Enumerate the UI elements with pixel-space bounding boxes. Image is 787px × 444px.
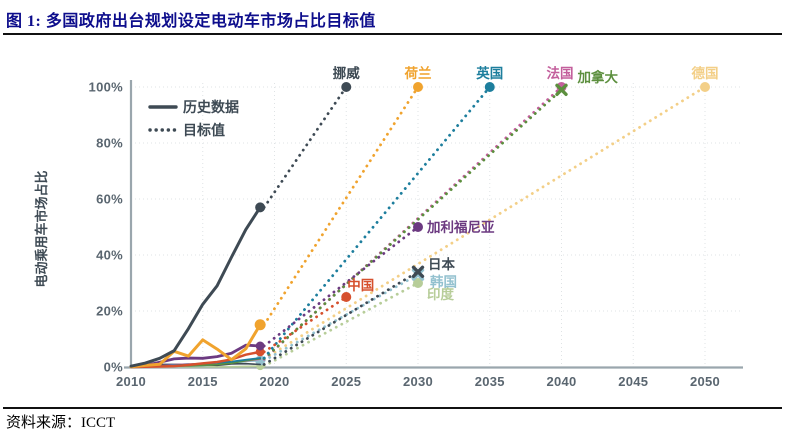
x-tick-label: 2050 [690,374,720,389]
series-label-9: 荷兰 [404,65,432,81]
target-marker-0 [700,82,710,92]
x-tick-label: 2035 [475,374,505,389]
footer-divider [3,407,782,409]
target-marker-x-3 [411,265,425,278]
series-label-10: 挪威 [333,65,360,81]
x-tick-label: 2010 [116,374,146,389]
source-note: 资料来源：ICCT [6,415,116,431]
series-label-0: 德国 [692,65,719,81]
target-marker-8 [413,222,423,232]
x-tick-label: 2020 [259,374,289,389]
series-label-2: 韩国 [430,274,457,290]
y-axis-title: 电动乘用车市场占比 [34,170,49,287]
legend-label-1: 目标值 [183,122,225,138]
series-label-4: 法国 [547,65,574,81]
target-line-7 [262,295,348,354]
history-line-9 [129,323,262,369]
target-line-10 [262,85,348,209]
history-end-marker-9 [254,319,266,331]
chart-area: 电动乘用车市场占比 0% 20% 40% 60% 80% 100% 2010 2015 2020… [0,54,787,409]
series-label-6: 英国 [475,65,503,81]
x-tick-label: 2040 [546,374,576,389]
series-label-8: 加利福尼亚 [426,219,495,235]
y-tick-label: 40% [96,248,123,263]
target-line-8 [262,225,420,348]
history-end-marker-10 [255,202,266,213]
target-marker-6 [484,82,495,92]
target-marker-9 [413,82,423,92]
target-marker-1 [413,278,423,288]
target-line-6 [262,85,492,360]
x-tick-label: 2015 [188,374,218,389]
figure-header: 图 1: 多国政府出台规划设定电动车市场占比目标值 [0,0,787,35]
series-label-1: 印度 [427,286,454,302]
x-tick-label: 2045 [618,374,648,389]
y-tick-label: 80% [96,136,123,151]
target-line-1 [262,281,420,368]
ev-target-line-chart: 电动乘用车市场占比 0% 20% 40% 60% 80% 100% 2010 2015 2020… [34,65,743,389]
target-line-5 [262,88,563,361]
history-end-marker-8 [255,341,265,351]
target-line-9 [262,85,420,327]
x-tick-label: 2025 [331,374,361,389]
target-marker-x-2 [411,268,425,281]
target-line-2 [262,273,420,362]
target-marker-7 [341,292,352,302]
history-line-7 [129,350,262,369]
header-divider [3,33,782,35]
series-label-5: 加拿大 [577,69,619,85]
legend-label-0: 历史数据 [183,99,239,115]
figure-title: 图 1: 多国政府出台规划设定电动车市场占比目标值 [6,13,376,30]
series-label-3: 日本 [428,256,455,272]
y-tick-label: 60% [96,192,123,207]
series-label-7: 中国 [347,277,374,293]
history-line-10 [129,205,262,368]
y-tick-label: 100% [89,80,124,95]
y-tick-label: 20% [96,304,123,319]
target-marker-10 [341,82,352,92]
x-tick-label: 2030 [403,374,433,389]
y-tick-label: 0% [104,360,124,375]
target-line-0 [262,85,707,361]
target-marker-x-5 [555,83,568,96]
